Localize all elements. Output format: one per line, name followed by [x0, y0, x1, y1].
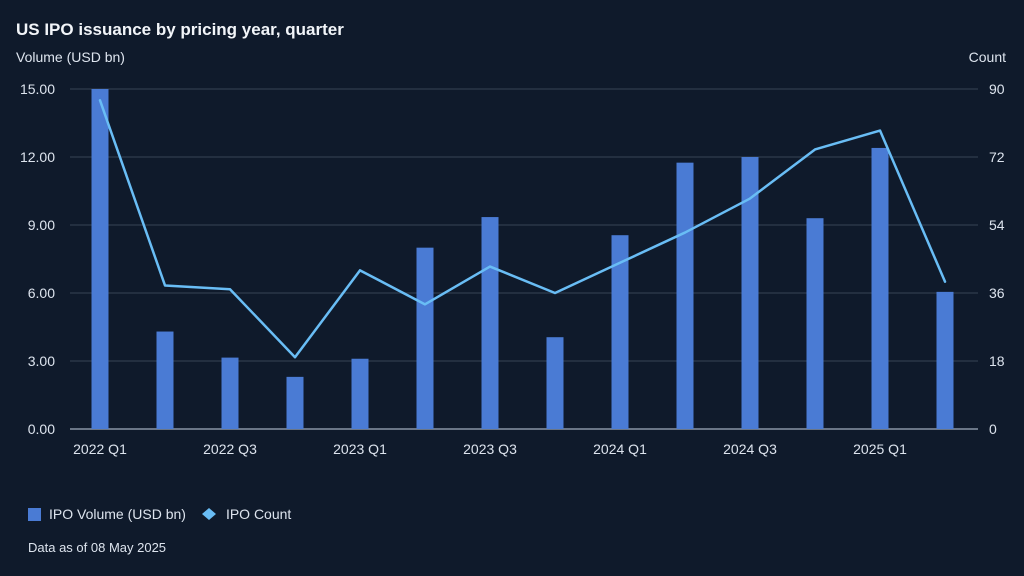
x-tick-label: 2025 Q1	[853, 441, 907, 457]
x-tick-label: 2022 Q1	[73, 441, 127, 457]
volume-bar	[156, 331, 174, 429]
volume-bars	[91, 89, 954, 429]
volume-bar	[481, 217, 499, 429]
volume-bar	[351, 358, 369, 429]
legend-item-count[interactable]: IPO Count	[200, 506, 291, 522]
x-tick-label: 2024 Q3	[723, 441, 777, 457]
x-tick-label: 2023 Q1	[333, 441, 387, 457]
volume-bar	[611, 235, 629, 429]
count-series-line	[98, 99, 947, 359]
data-footnote: Data as of 08 May 2025	[28, 540, 167, 555]
volume-bar	[546, 337, 564, 429]
y-left-tick-label: 9.00	[28, 217, 55, 233]
y-left-tick-label: 0.00	[28, 421, 55, 437]
y-left-tick-label: 15.00	[20, 81, 55, 97]
legend-line-swatch-icon	[200, 507, 218, 521]
y-left-tick-label: 12.00	[20, 149, 55, 165]
chart-title: US IPO issuance by pricing year, quarter	[16, 20, 344, 39]
right-axis-label: Count	[968, 49, 1006, 65]
y-left-tick-label: 6.00	[28, 285, 55, 301]
legend-bar-swatch	[28, 507, 41, 521]
legend-item-volume[interactable]: IPO Volume (USD bn)	[28, 506, 186, 522]
volume-bar	[286, 376, 304, 429]
count-line	[98, 99, 947, 359]
legend-count-label: IPO Count	[225, 506, 292, 522]
volume-bar	[676, 162, 694, 429]
y-left-tick-label: 3.00	[28, 353, 55, 369]
y-right-tick-label: 72	[989, 149, 1005, 165]
legend: IPO Volume (USD bn) IPO Count	[28, 506, 291, 522]
y-right-tick-label: 0	[989, 421, 997, 437]
volume-bar	[221, 357, 239, 429]
volume-bar	[936, 291, 954, 429]
x-tick-label: 2022 Q3	[203, 441, 257, 457]
x-tick-label: 2023 Q3	[463, 441, 517, 457]
y-right-tick-label: 36	[989, 285, 1005, 301]
y-right-tick-label: 54	[989, 217, 1005, 233]
y-right-tick-label: 90	[989, 81, 1005, 97]
volume-bar	[416, 247, 434, 429]
x-tick-label: 2024 Q1	[593, 441, 647, 457]
axis-ticks: 0.00 0 3.00 18 6.00 36 9.00 54 12.00 72 15.00 90 202…	[20, 81, 1005, 457]
left-axis-label: Volume (USD bn)	[16, 49, 125, 65]
volume-bar	[741, 157, 759, 429]
volume-bar	[871, 147, 889, 429]
volume-bar	[806, 218, 824, 429]
gridlines	[70, 88, 978, 430]
volume-bar	[91, 89, 109, 429]
y-right-tick-label: 18	[989, 353, 1005, 369]
legend-volume-label: IPO Volume (USD bn)	[49, 506, 186, 522]
